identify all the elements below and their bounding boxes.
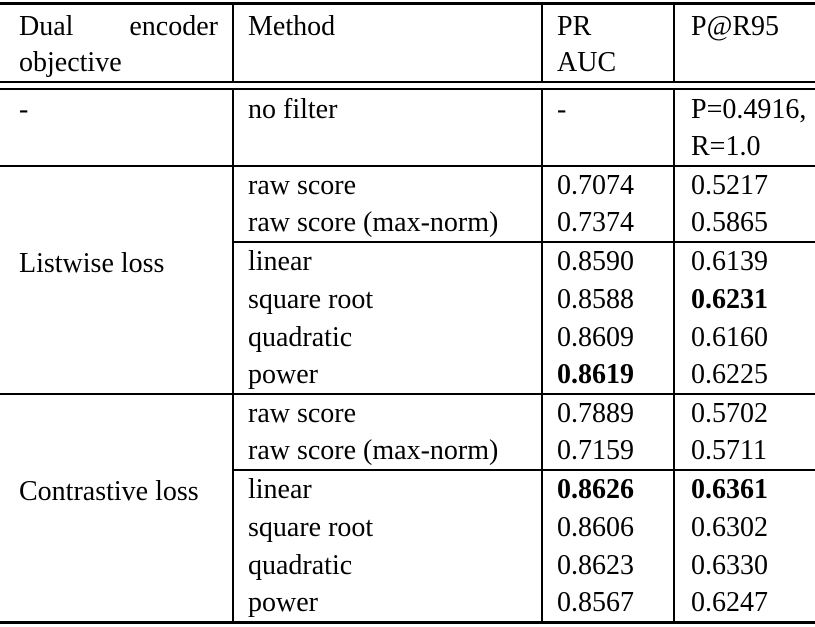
table-row: square root 0.8588 0.6231 <box>0 281 815 319</box>
cell-method: power <box>234 585 543 624</box>
table-row: Listwise loss raw score 0.7074 0.5217 <box>0 167 815 395</box>
table-row: raw score (max-norm) 0.7374 0.5865 <box>0 205 815 243</box>
double-rule-lower-line <box>0 83 815 90</box>
cell-method: raw score (max-norm) <box>234 433 543 471</box>
cell-method: power <box>234 357 543 395</box>
cell-pr-auc: 0.8567 <box>543 585 675 624</box>
cell-method: square root <box>234 281 543 319</box>
cell-p-at-r95: 0.6247 <box>675 585 815 624</box>
table-row: raw score (max-norm) 0.7159 0.5711 <box>0 433 815 471</box>
table-row: linear 0.8626 0.6361 <box>0 471 815 509</box>
table-row: power 0.8567 0.6247 <box>0 585 815 624</box>
cell-method: linear <box>234 243 543 281</box>
col-header-p-at-r95: P@R95 <box>675 2 815 83</box>
table-row-baseline: - no filter - P=0.4916, R=1.0 <box>0 90 815 167</box>
cell-p-at-r95: 0.5711 <box>675 433 815 471</box>
col-header-objective: Dual encoder objective <box>0 2 234 83</box>
cell-pr-auc: 0.8626 <box>543 471 675 509</box>
cell-pr-auc: 0.8619 <box>543 357 675 395</box>
cell-p-at-r95: 0.5217 <box>675 167 815 205</box>
cell-pr-auc: 0.8623 <box>543 547 675 585</box>
cell-p-at-r95: 0.6225 <box>675 357 815 395</box>
cell-pr-auc: 0.7889 <box>543 395 675 433</box>
cell-pr-auc: 0.7074 <box>543 167 675 205</box>
table-row: quadratic 0.8623 0.6330 <box>0 547 815 585</box>
cell-pr-auc: 0.8590 <box>543 243 675 281</box>
cell-p-at-r95: 0.5865 <box>675 205 815 243</box>
table-row: quadratic 0.8609 0.6160 <box>0 319 815 357</box>
cell-method: quadratic <box>234 319 543 357</box>
col-header-objective-text: Dual encoder objective <box>19 11 218 78</box>
col-header-pr-auc: PR AUC <box>543 2 675 83</box>
cell-objective: - <box>0 90 234 167</box>
cell-method: no filter <box>234 90 543 167</box>
cell-method: raw score (max-norm) <box>234 205 543 243</box>
col-header-pr-auc-text: PR AUC <box>557 11 617 78</box>
cell-method: raw score <box>234 395 543 433</box>
cell-p-at-r95: 0.6231 <box>675 281 815 319</box>
double-rule-gap <box>0 83 815 90</box>
cell-p-at-r95: 0.6139 <box>675 243 815 281</box>
cell-pr-auc: 0.8588 <box>543 281 675 319</box>
group-label-text: Contrastive loss <box>19 476 199 507</box>
cell-p-at-r95: 0.6160 <box>675 319 815 357</box>
cell-p-at-r95: 0.6361 <box>675 471 815 509</box>
cell-pr-auc: 0.8606 <box>543 509 675 547</box>
cell-pr-auc: 0.7159 <box>543 433 675 471</box>
col-header-method: Method <box>234 2 543 83</box>
cell-p-at-r95: 0.5702 <box>675 395 815 433</box>
group-label-listwise: Listwise loss <box>0 167 234 395</box>
cell-p-at-r95: 0.6302 <box>675 509 815 547</box>
cell-method: linear <box>234 471 543 509</box>
table-row: linear 0.8590 0.6139 <box>0 243 815 281</box>
cell-method: quadratic <box>234 547 543 585</box>
cell-pr-auc: 0.8609 <box>543 319 675 357</box>
table-row: Contrastive loss raw score 0.7889 0.5702 <box>0 395 815 624</box>
group-label-text: Listwise loss <box>19 248 165 279</box>
table-row: power 0.8619 0.6225 <box>0 357 815 395</box>
cell-pr-auc: 0.7374 <box>543 205 675 243</box>
cell-method: square root <box>234 509 543 547</box>
cell-p-at-r95: 0.6330 <box>675 547 815 585</box>
header-row: Dual encoder objective Method PR AUC P@R… <box>0 2 815 83</box>
cell-p-at-r95: P=0.4916, R=1.0 <box>675 90 815 167</box>
table-row: square root 0.8606 0.6302 <box>0 509 815 547</box>
cell-method: raw score <box>234 167 543 205</box>
group-label-contrastive: Contrastive loss <box>0 395 234 624</box>
cell-pr-auc: - <box>543 90 675 167</box>
